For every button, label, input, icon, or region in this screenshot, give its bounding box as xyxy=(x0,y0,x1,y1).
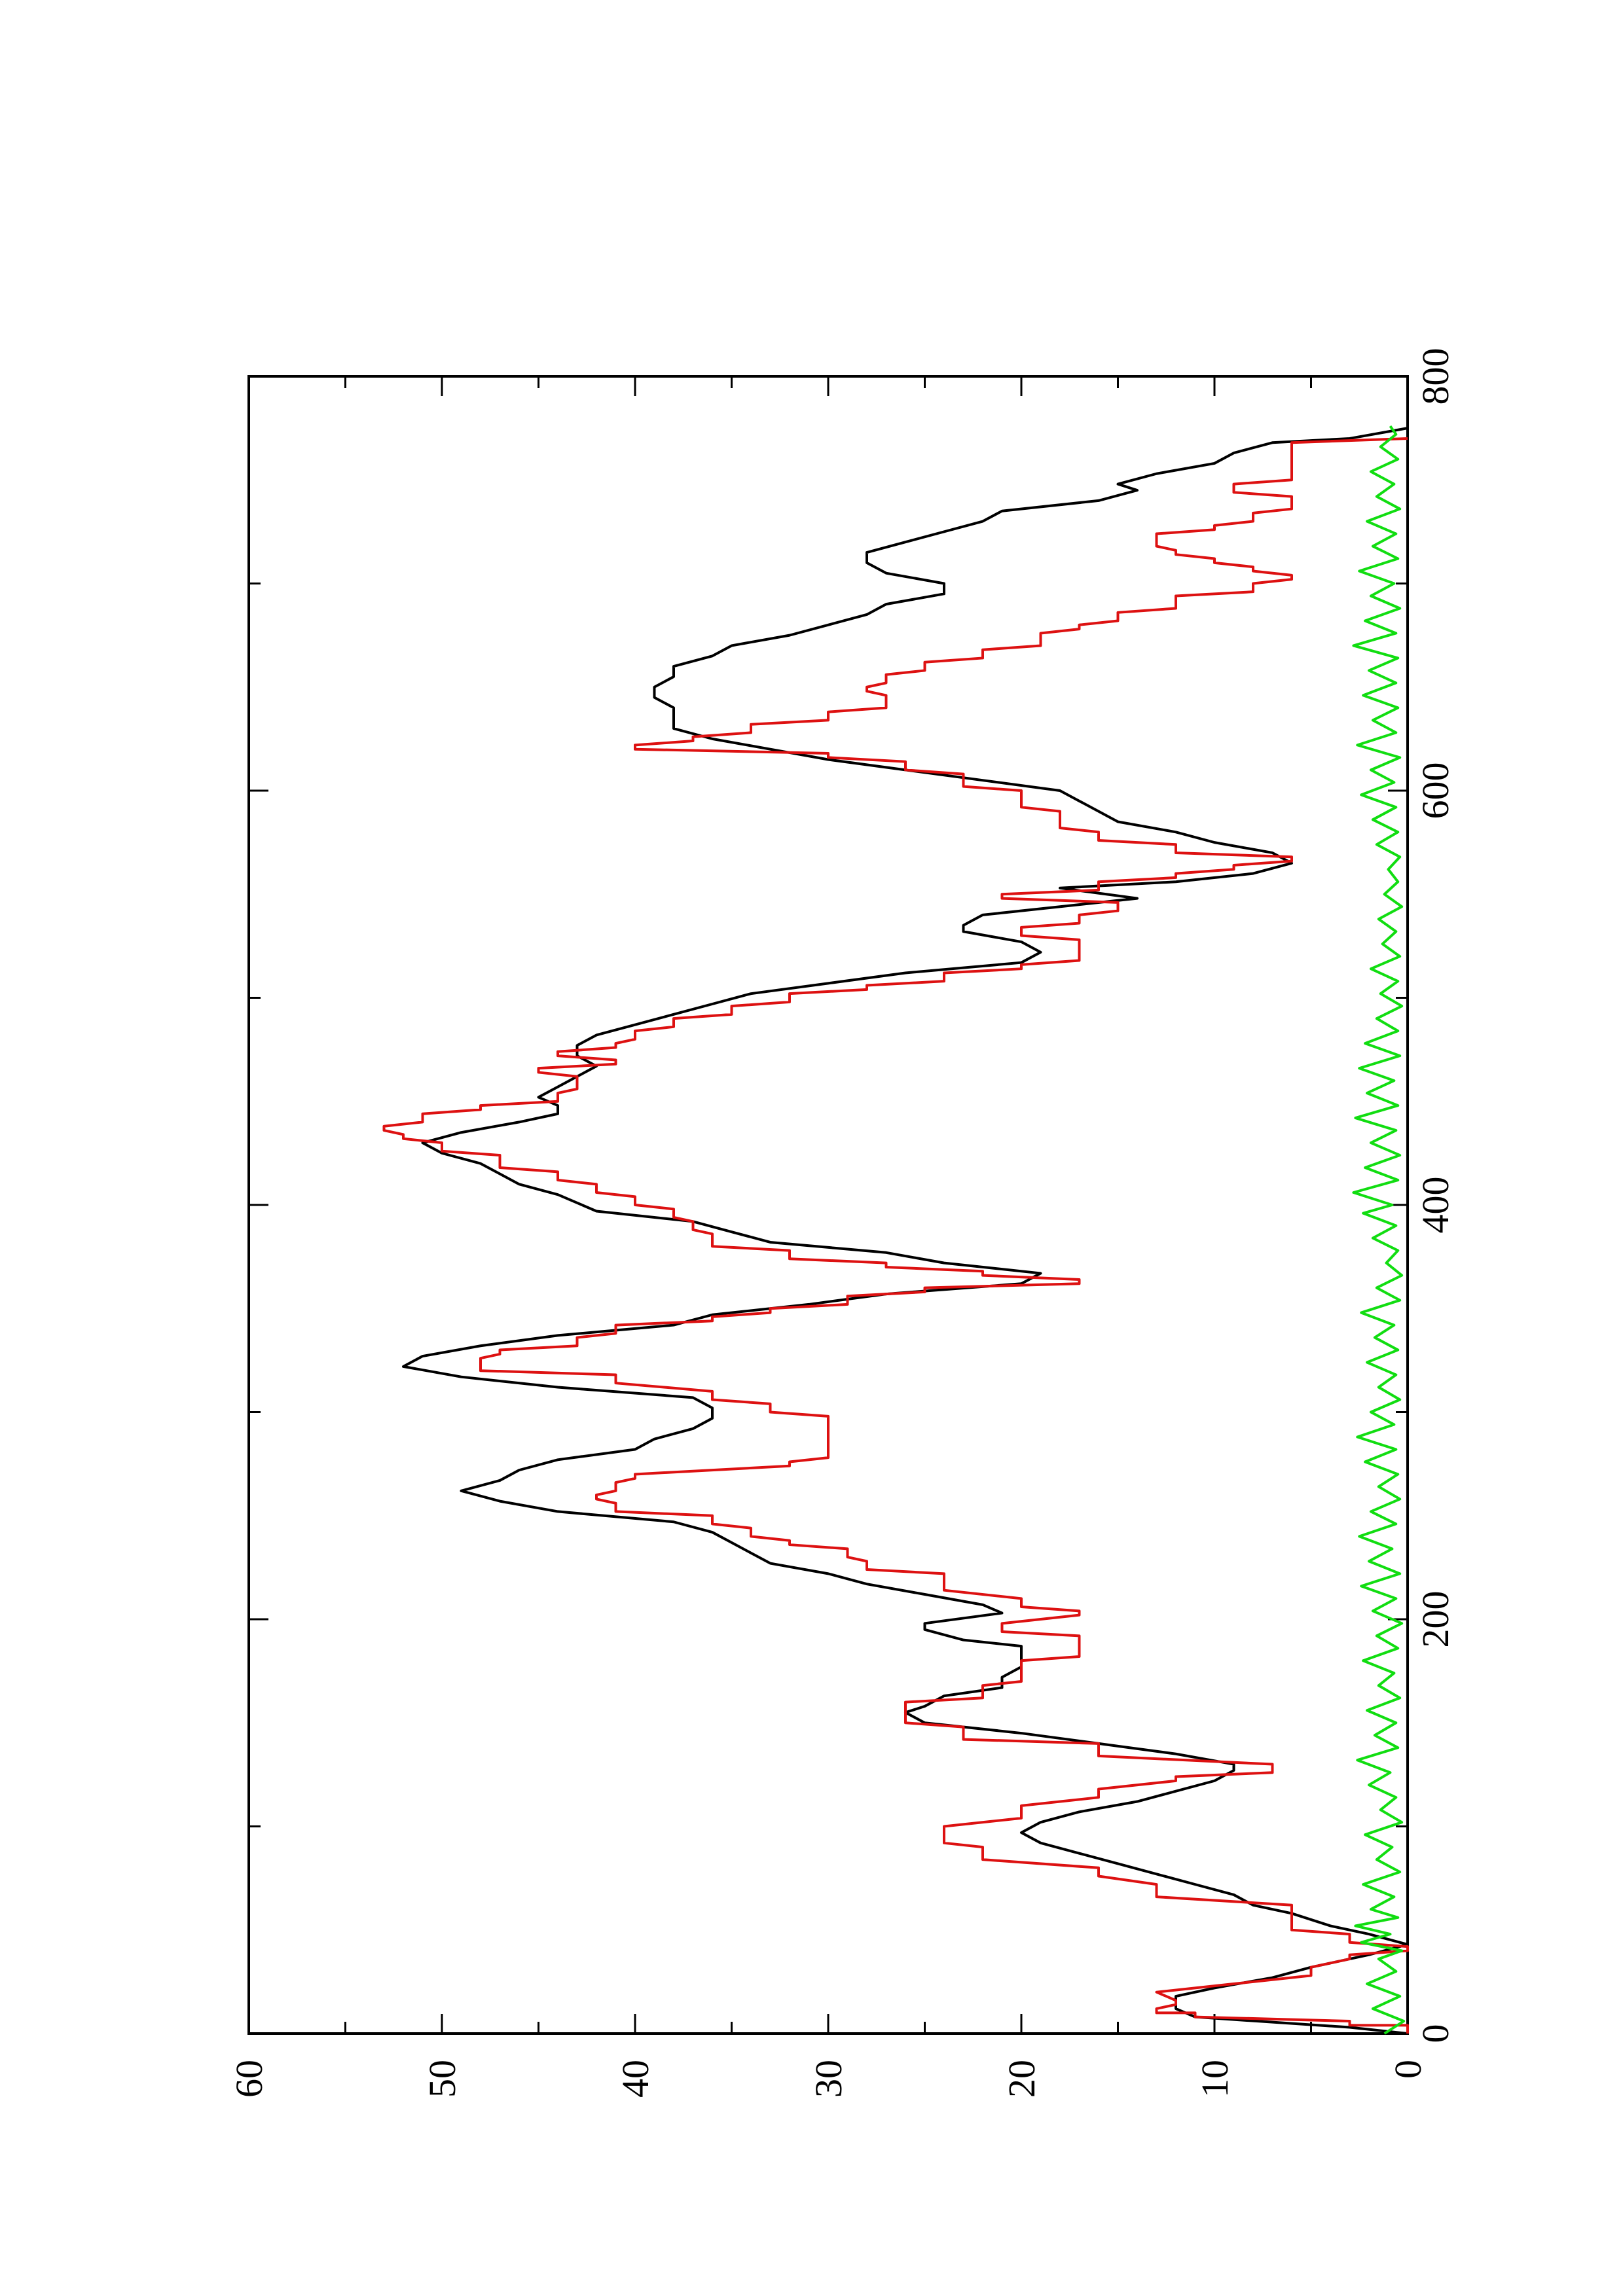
series-lines xyxy=(382,425,1409,2035)
y-tick-label: 0 xyxy=(1387,2060,1429,2079)
axis-tick-labels: 0 200 400 600 800 0 10 20 30 40 50 60 xyxy=(228,348,1457,2098)
series-line-2 xyxy=(1352,425,1406,2035)
y-tick-label: 50 xyxy=(421,2060,464,2098)
x-tick-label: 200 xyxy=(1414,1591,1457,1648)
x-tick-label: 600 xyxy=(1414,762,1457,819)
series-line-0 xyxy=(402,427,1409,2035)
y-tick-label: 60 xyxy=(228,2060,270,2098)
x-tick-label: 400 xyxy=(1414,1177,1457,1234)
y-tick-label: 40 xyxy=(614,2060,657,2098)
y-tick-label: 20 xyxy=(1000,2060,1043,2098)
y-tick-label: 30 xyxy=(807,2060,850,2098)
x-tick-label: 800 xyxy=(1414,348,1457,405)
series-line-1 xyxy=(382,437,1409,2034)
x-tick-label: 0 xyxy=(1414,2024,1457,2043)
y-tick-label: 10 xyxy=(1194,2060,1236,2098)
